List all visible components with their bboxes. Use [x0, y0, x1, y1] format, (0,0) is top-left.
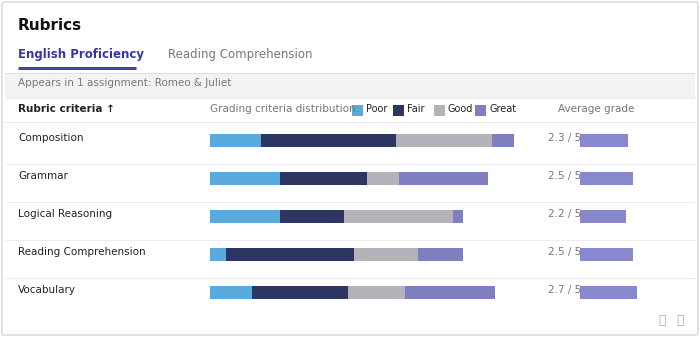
- Text: Rubric criteria ↑: Rubric criteria ↑: [18, 104, 115, 114]
- Bar: [405, 286, 495, 299]
- Text: Reading Comprehension: Reading Comprehension: [18, 247, 146, 257]
- Bar: [395, 134, 491, 147]
- Bar: [281, 172, 367, 185]
- Bar: [393, 105, 404, 116]
- Text: 2.5 / 5: 2.5 / 5: [548, 171, 581, 181]
- Bar: [210, 210, 281, 223]
- Text: Logical Reasoning: Logical Reasoning: [18, 209, 112, 219]
- Text: 👍: 👍: [658, 313, 666, 327]
- Bar: [580, 210, 626, 223]
- Text: Fair: Fair: [407, 104, 424, 114]
- Text: Appears in 1 assignment: Romeo & Juliet: Appears in 1 assignment: Romeo & Juliet: [18, 78, 232, 88]
- Text: Poor: Poor: [366, 104, 387, 114]
- Bar: [5, 74, 695, 98]
- Bar: [475, 105, 486, 116]
- Text: Reading Comprehension: Reading Comprehension: [168, 48, 312, 61]
- Bar: [367, 172, 399, 185]
- Bar: [210, 172, 281, 185]
- Text: Great: Great: [489, 104, 516, 114]
- Text: Good: Good: [448, 104, 473, 114]
- Bar: [210, 134, 261, 147]
- Bar: [580, 172, 633, 185]
- Text: Grammar: Grammar: [18, 171, 68, 181]
- Bar: [344, 210, 453, 223]
- Bar: [226, 248, 354, 261]
- Bar: [418, 248, 463, 261]
- Bar: [399, 172, 489, 185]
- Text: Grading criteria distribution:: Grading criteria distribution:: [210, 104, 359, 114]
- Text: Vocabulary: Vocabulary: [18, 285, 76, 295]
- Text: 2.5 / 5: 2.5 / 5: [548, 247, 581, 257]
- Bar: [491, 134, 514, 147]
- Bar: [434, 105, 445, 116]
- Bar: [580, 134, 629, 147]
- Text: 2.7 / 5: 2.7 / 5: [548, 285, 581, 295]
- Bar: [453, 210, 463, 223]
- Bar: [261, 134, 396, 147]
- Text: Composition: Composition: [18, 133, 83, 143]
- Text: Average grade: Average grade: [558, 104, 634, 114]
- Bar: [580, 248, 633, 261]
- Bar: [281, 210, 344, 223]
- Bar: [352, 105, 363, 116]
- Bar: [210, 286, 251, 299]
- Text: 👎: 👎: [676, 313, 683, 327]
- Bar: [251, 286, 348, 299]
- Bar: [348, 286, 405, 299]
- Text: Rubrics: Rubrics: [18, 18, 82, 33]
- Text: 2.2 / 5: 2.2 / 5: [548, 209, 581, 219]
- Text: English Proficiency: English Proficiency: [18, 48, 144, 61]
- Bar: [210, 248, 226, 261]
- Bar: [354, 248, 418, 261]
- Text: 2.3 / 5: 2.3 / 5: [548, 133, 581, 143]
- Bar: [580, 286, 637, 299]
